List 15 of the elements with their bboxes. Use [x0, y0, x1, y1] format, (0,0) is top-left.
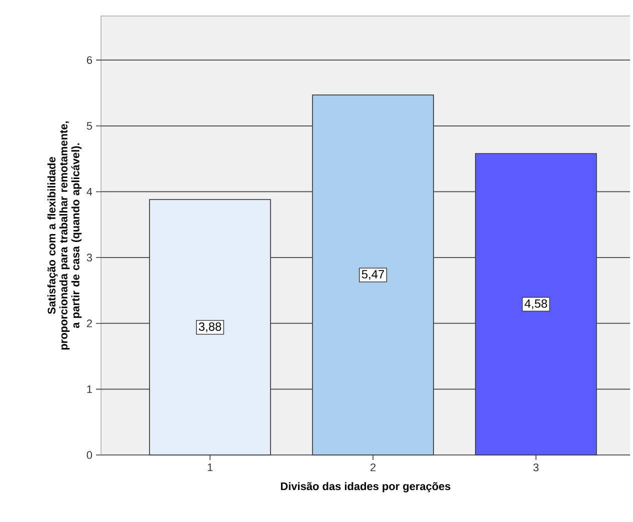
y-tick-label: 1 [87, 385, 92, 393]
data-label: 5,47 [362, 270, 384, 280]
x-tick-label: 1 [208, 464, 213, 472]
y-tick-label: 0 [86, 451, 92, 459]
data-label: 3,88 [198, 322, 222, 332]
x-axis-title: Divisão das idades por gerações [280, 482, 450, 492]
x-tick-label: 3 [533, 464, 539, 472]
data-label: 4,58 [524, 299, 548, 310]
y-tick-label: 2 [86, 320, 92, 328]
y-tick-label: 5 [86, 122, 92, 130]
y-tick-label: 4 [86, 188, 92, 196]
x-tick-label: 2 [370, 464, 376, 472]
y-axis-title: Satisfação com a flexibilidade proporcionada para trabalhar remotamente, a partir de casa (quando aplicável). [47, 121, 82, 350]
y-tick-label: 3 [86, 254, 92, 262]
y-tick-label: 6 [86, 56, 92, 64]
